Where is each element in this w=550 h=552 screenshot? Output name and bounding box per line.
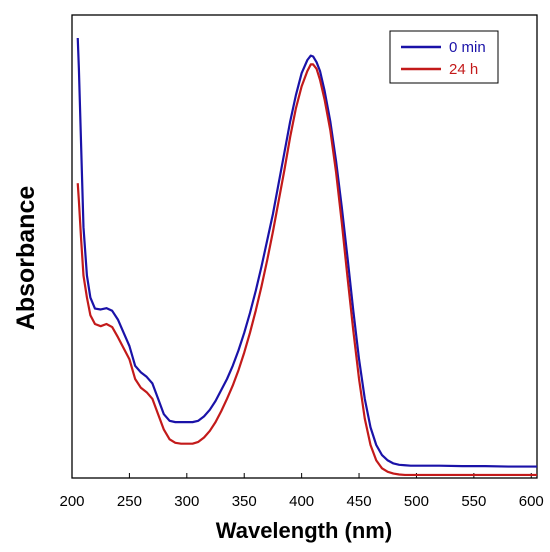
plot-frame bbox=[71, 14, 538, 479]
series-line-0-min bbox=[76, 37, 537, 468]
x-tick-label-200: 200 bbox=[59, 493, 84, 510]
x-tick-label-350: 350 bbox=[232, 493, 257, 510]
legend-label-0-min: 0 min bbox=[449, 39, 486, 56]
x-tick-label-600: 600 bbox=[519, 493, 544, 510]
x-tick-label-250: 250 bbox=[117, 493, 142, 510]
x-axis-ticks: 200 250 300 350 400 450 500 550 600 bbox=[59, 473, 544, 510]
x-tick-label-500: 500 bbox=[404, 493, 429, 510]
x-tick-label-450: 450 bbox=[347, 493, 372, 510]
series-layer bbox=[76, 37, 537, 477]
y-axis-title: Absorbance bbox=[12, 186, 40, 331]
series-line-24-h bbox=[76, 63, 537, 477]
legend: 0 min 24 h bbox=[389, 30, 499, 84]
x-tick-label-550: 550 bbox=[461, 493, 486, 510]
legend-label-24-h: 24 h bbox=[449, 61, 478, 78]
x-axis-title: Wavelength (nm) bbox=[216, 518, 392, 543]
x-tick-label-300: 300 bbox=[174, 493, 199, 510]
legend-box bbox=[389, 30, 499, 84]
x-tick-label-400: 400 bbox=[289, 493, 314, 510]
